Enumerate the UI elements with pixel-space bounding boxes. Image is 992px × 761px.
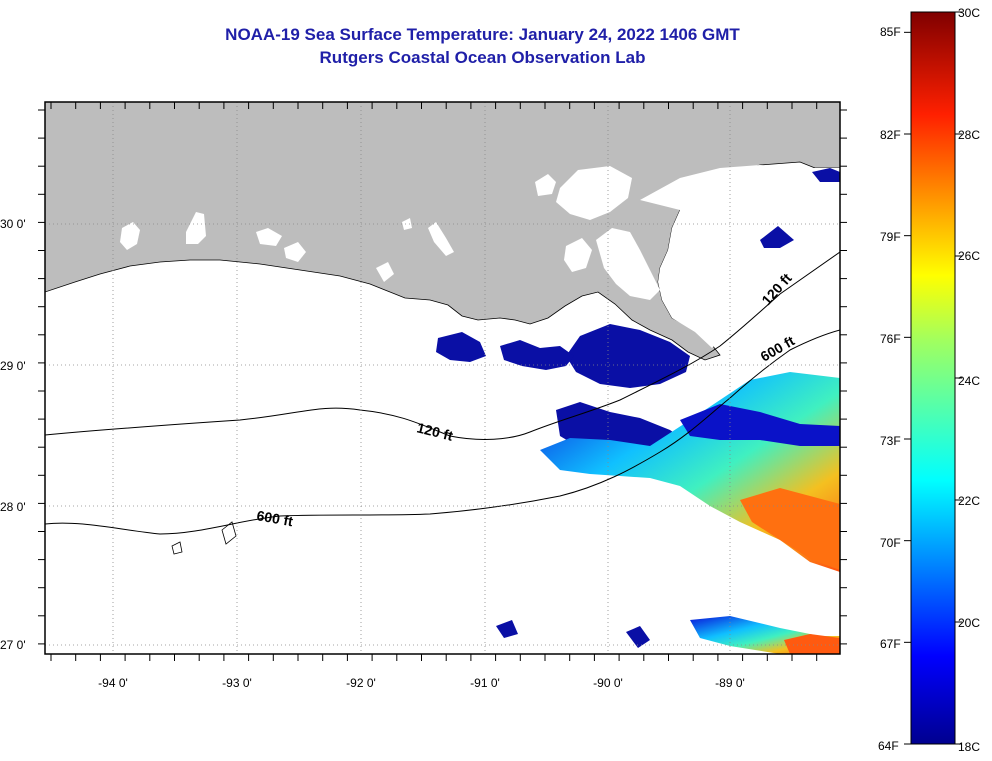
cb-label-76f: 76F xyxy=(880,332,901,346)
cb-label-79f: 79F xyxy=(880,230,901,244)
lat-label-28: 28 0' xyxy=(0,500,26,514)
lon-label-93: -93 0' xyxy=(222,676,252,690)
sst-cold-south xyxy=(496,620,518,638)
cb-label-26c: 26C xyxy=(958,249,981,263)
sst-cold-coast xyxy=(500,340,574,370)
lake-grand xyxy=(284,242,306,262)
sst-cold-south2 xyxy=(626,626,650,648)
cb-label-20c: 20C xyxy=(958,616,981,630)
graticule xyxy=(45,102,840,654)
cb-label-22c: 22C xyxy=(958,494,981,508)
cb-label-73f: 73F xyxy=(880,434,901,448)
sst-cold-edge xyxy=(680,404,840,446)
lat-label-29: 29 0' xyxy=(0,359,26,373)
sst-hot-south xyxy=(784,634,840,654)
lon-label-90: -90 0' xyxy=(593,676,623,690)
sst-cold-west xyxy=(436,332,486,362)
contour-600ft-blob xyxy=(221,521,237,545)
cb-label-82f: 82F xyxy=(880,128,901,142)
contour-600ft xyxy=(45,329,840,535)
lon-label-94: -94 0' xyxy=(98,676,128,690)
cb-label-18c: 18C xyxy=(958,740,981,754)
lon-label-89: -89 0' xyxy=(715,676,745,690)
cb-label-24c: 24C xyxy=(958,374,981,388)
lake-salvador xyxy=(564,238,592,272)
lat-label-30: 30 0' xyxy=(0,217,26,231)
cb-label-70f: 70F xyxy=(880,536,901,550)
lake-sabine xyxy=(186,212,206,244)
map-frame xyxy=(44,101,841,655)
frame-ticks xyxy=(38,102,847,661)
lake-borgne-marsh xyxy=(640,165,840,348)
lake-calcasieu xyxy=(120,222,140,250)
lake-west xyxy=(402,218,412,230)
colorbar xyxy=(910,11,956,745)
lat-label-27: 27 0' xyxy=(0,638,26,652)
delta-marsh xyxy=(596,228,660,300)
lake-pontchartrain xyxy=(556,166,632,220)
cb-label-85f: 85F xyxy=(880,25,901,39)
map-subtitle: Rutgers Coastal Ocean Observation Lab xyxy=(319,48,646,67)
marsh-central xyxy=(428,222,454,256)
colorbar-ticks xyxy=(904,11,962,745)
lake-white xyxy=(256,228,282,246)
lon-label-92: -92 0' xyxy=(346,676,376,690)
cb-label-64f: 64F xyxy=(878,739,899,753)
map-title: NOAA-19 Sea Surface Temperature: January… xyxy=(225,25,740,44)
sst-cold-chandeleur xyxy=(760,226,794,248)
contour-120ft xyxy=(45,251,840,440)
sst-cold-ne xyxy=(812,168,840,182)
sst-warm-core xyxy=(740,488,840,570)
sst-cold-delta xyxy=(566,324,690,388)
lake-grand-east xyxy=(376,262,394,282)
cb-label-28c: 28C xyxy=(958,128,981,142)
cb-label-30c: 30C xyxy=(958,6,981,20)
contour-600ft-blob2 xyxy=(171,541,183,555)
lon-label-91: -91 0' xyxy=(470,676,500,690)
lake-maurepas xyxy=(535,174,556,196)
cb-label-67f: 67F xyxy=(880,637,901,651)
contour-label-600-west: 600 ft xyxy=(255,507,294,529)
